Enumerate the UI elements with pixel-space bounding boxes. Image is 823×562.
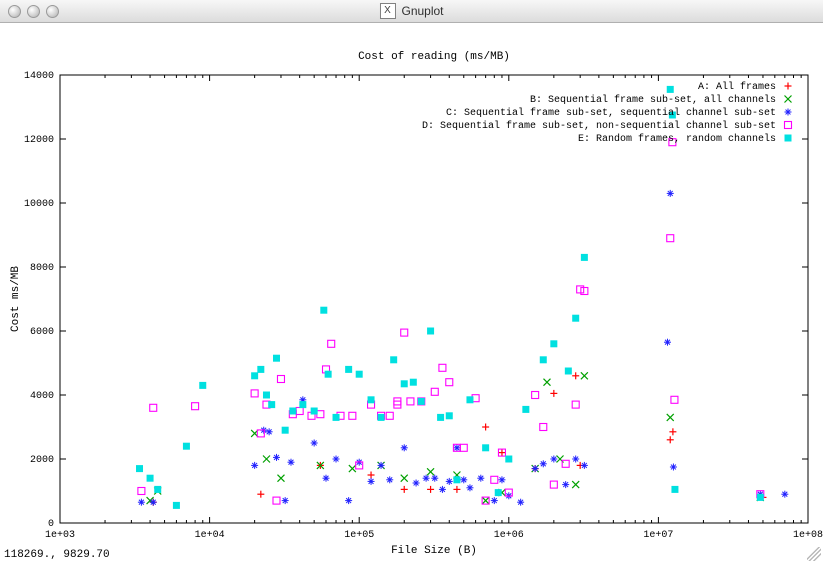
cursor-coordinates: 118269., 9829.70 [4,549,110,561]
svg-text:File Size (B): File Size (B) [391,545,477,557]
svg-text:E: Random frames, random chann: E: Random frames, random channels [578,133,776,145]
minimize-window-button[interactable] [27,5,40,18]
svg-text:4000: 4000 [30,391,54,402]
svg-text:0: 0 [48,519,54,530]
plot-area[interactable]: Cost of reading (ms/MB) 1e+03 1e+04 1e+05 1e… [0,23,823,562]
svg-text:1e+07: 1e+07 [643,530,673,541]
svg-text:1e+05: 1e+05 [344,530,374,541]
scatter-chart: Cost of reading (ms/MB) 1e+03 1e+04 1e+05 1e… [0,23,823,562]
svg-text:10000: 10000 [24,199,54,210]
resize-grip[interactable] [807,547,821,561]
svg-text:1e+04: 1e+04 [195,530,225,541]
traffic-lights[interactable] [8,5,59,18]
window-title-text: Gnuplot [401,4,443,18]
svg-text:B: Sequential frame sub-set, a: B: Sequential frame sub-set, all channel… [530,94,776,106]
window-title: X Gnuplot [379,3,443,19]
svg-text:14000: 14000 [24,71,54,82]
svg-text:A: All frames: A: All frames [698,81,776,93]
svg-text:1e+08: 1e+08 [793,530,823,541]
zoom-window-button[interactable] [46,5,59,18]
svg-text:1e+03: 1e+03 [45,530,75,541]
window-titlebar: X Gnuplot [0,0,823,23]
svg-text:C: Sequential frame sub-set, s: C: Sequential frame sub-set, sequential … [446,107,776,119]
x11-icon: X [379,3,395,19]
svg-text:Cost ms/MB: Cost ms/MB [10,266,22,332]
close-window-button[interactable] [8,5,21,18]
svg-text:6000: 6000 [30,327,54,338]
svg-text:D: Sequential frame sub-set, n: D: Sequential frame sub-set, non-sequent… [422,120,776,132]
svg-text:1e+06: 1e+06 [494,530,524,541]
svg-text:12000: 12000 [24,135,54,146]
svg-text:8000: 8000 [30,263,54,274]
svg-text:Cost of reading (ms/MB): Cost of reading (ms/MB) [358,51,510,63]
svg-text:2000: 2000 [30,455,54,466]
